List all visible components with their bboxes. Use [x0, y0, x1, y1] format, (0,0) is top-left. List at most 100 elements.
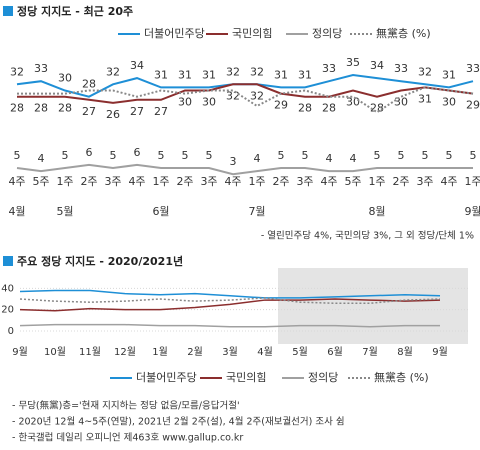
series-line — [17, 86, 474, 114]
value-label: 31 — [274, 68, 288, 81]
recent-period-shade — [278, 268, 468, 344]
legend-label: 無黨층 (%) — [376, 26, 431, 40]
value-label: 4 — [254, 152, 261, 165]
value-label: 28 — [370, 102, 384, 115]
x-tick-label: 1주 — [464, 175, 480, 188]
value-label: 27 — [154, 105, 168, 118]
value-label: 30 — [202, 96, 216, 109]
value-label: 31 — [202, 68, 216, 81]
x-tick-label: 1주 — [56, 175, 73, 188]
value-label: 32 — [418, 65, 432, 78]
x-tick-label: 5주 — [32, 175, 49, 188]
x-tick-label: 11월 — [79, 346, 101, 358]
x-tick-label: 8월 — [397, 346, 413, 358]
legend-label: 정의당 — [312, 27, 342, 40]
x-tick-label: 2주 — [272, 175, 289, 188]
value-label: 33 — [322, 62, 336, 75]
x-tick-label: 9월 — [12, 346, 28, 358]
value-label: 28 — [58, 102, 72, 115]
value-label: 27 — [82, 105, 96, 118]
x-tick-label: 1월 — [152, 346, 168, 358]
value-label: 28 — [34, 102, 48, 115]
value-label: 3 — [230, 155, 237, 168]
value-label: 31 — [178, 68, 192, 81]
value-label: 5 — [470, 149, 477, 162]
value-label: 5 — [278, 149, 285, 162]
value-label: 31 — [442, 68, 456, 81]
value-label: 32 — [10, 65, 24, 78]
value-label: 5 — [422, 149, 429, 162]
y-tick-label: 40 — [1, 283, 14, 294]
footnote: - 한국갤럽 데일리 오피니언 제463호 www.gallup.co.kr — [12, 432, 243, 444]
title-bullet — [3, 256, 13, 266]
x-tick-label: 1주 — [152, 175, 169, 188]
series-line — [19, 289, 441, 299]
legend-label: 더불어민주당 — [144, 27, 205, 40]
value-label: 5 — [302, 149, 309, 162]
value-label: 5 — [182, 149, 189, 162]
value-label: 31 — [418, 92, 432, 105]
x-tick-label: 1주 — [248, 175, 265, 188]
value-label: 35 — [346, 56, 360, 69]
value-label: 32 — [250, 89, 264, 102]
x-month-label: 8월 — [368, 205, 385, 218]
x-tick-label: 7월 — [362, 346, 378, 358]
value-label: 30 — [394, 96, 408, 109]
chart-title: 주요 정당 지지도 - 2020/2021년 — [17, 254, 183, 268]
value-label: 6 — [134, 146, 141, 159]
value-label: 5 — [110, 149, 117, 162]
value-label: 6 — [86, 146, 93, 159]
value-label: 30 — [442, 96, 456, 109]
value-label: 31 — [298, 68, 312, 81]
x-tick-label: 4월 — [257, 346, 273, 358]
series-line — [17, 83, 474, 104]
value-label: 5 — [374, 149, 381, 162]
x-tick-label: 3주 — [296, 175, 313, 188]
x-tick-label: 5월 — [292, 346, 308, 358]
title-bullet — [3, 6, 13, 16]
value-label: 29 — [274, 99, 288, 112]
value-label: 32 — [226, 89, 240, 102]
series-line — [19, 323, 440, 328]
value-label: 28 — [298, 102, 312, 115]
value-label: 5 — [446, 149, 453, 162]
value-label: 31 — [154, 68, 168, 81]
x-tick-label: 3주 — [104, 175, 121, 188]
value-label: 27 — [130, 105, 144, 118]
x-tick-label: 4주 — [8, 175, 25, 188]
chart-title: 정당 지지도 - 최근 20주 — [17, 4, 133, 18]
x-tick-label: 1주 — [368, 175, 385, 188]
value-label: 4 — [38, 152, 45, 165]
value-label: 32 — [106, 65, 120, 78]
value-label: 5 — [206, 149, 213, 162]
x-tick-label: 4주 — [320, 175, 337, 188]
value-label: 5 — [14, 149, 21, 162]
legend-label: 국민의힘 — [232, 27, 272, 40]
value-label: 34 — [370, 59, 384, 72]
legend-label: 더불어민주당 — [136, 371, 197, 384]
value-label: 26 — [106, 108, 120, 121]
footnote: - 2020년 12월 4~5주(연말), 2021년 2월 2주(설), 4월… — [12, 416, 345, 428]
value-label: 33 — [466, 62, 480, 75]
value-label: 30 — [58, 72, 72, 85]
footnote: - 무당(無黨)층='현재 지지하는 정당 없음/모름/응답거절' — [12, 400, 240, 412]
x-tick-label: 9월 — [432, 346, 448, 358]
value-label: 32 — [226, 65, 240, 78]
x-month-label: 6월 — [152, 205, 169, 218]
value-label: 28 — [322, 102, 336, 115]
value-label: 5 — [158, 149, 165, 162]
value-label: 30 — [178, 96, 192, 109]
x-tick-label: 2주 — [80, 175, 97, 188]
value-label: 4 — [326, 152, 333, 165]
series-line — [19, 298, 441, 312]
x-tick-label: 2월 — [187, 346, 203, 358]
x-month-label: 9월 — [464, 205, 480, 218]
x-tick-label: 12월 — [114, 346, 136, 358]
x-month-label: 5월 — [56, 205, 73, 218]
value-label: 28 — [82, 78, 96, 91]
x-tick-label: 6월 — [327, 346, 343, 358]
x-tick-label: 3월 — [222, 346, 238, 358]
value-label: 30 — [346, 96, 360, 109]
series-line — [16, 163, 473, 176]
